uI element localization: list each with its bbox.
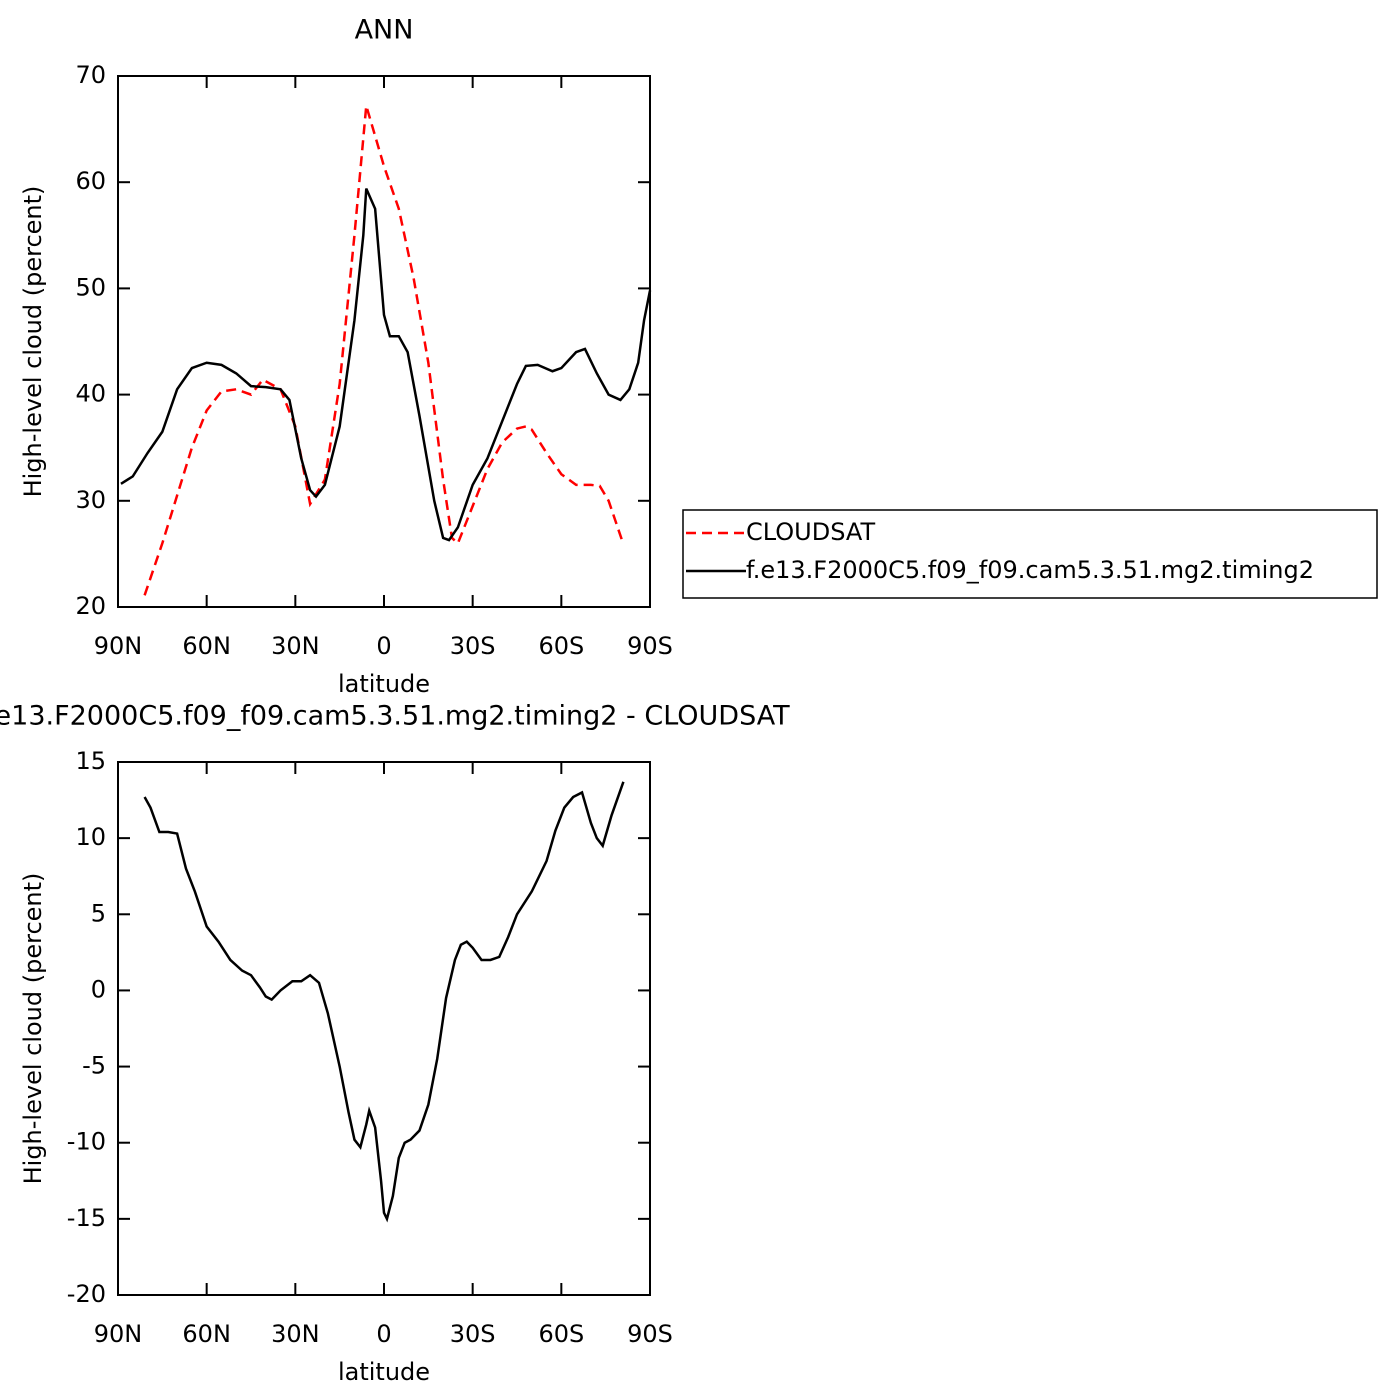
y-tick-label: 60 [75,167,106,195]
y-tick-label: 5 [91,899,106,927]
y-tick-label: 20 [75,592,106,620]
x-tick-label: 0 [376,1320,391,1348]
x-tick-label: 30S [450,632,496,660]
plot-frame [117,761,651,1296]
y-axis-label: High-level cloud (percent) [19,186,47,498]
y-tick-label: -15 [67,1204,106,1232]
y-tick-label: 10 [75,823,106,851]
y-tick-label: 70 [75,61,106,89]
data-line [143,105,625,596]
x-tick-label: 90S [627,1320,673,1348]
y-tick-label: 30 [75,486,106,514]
x-tick-label: 60S [538,632,584,660]
y-tick-label: -5 [82,1052,106,1080]
legend-label: f.e13.F2000C5.f09_f09.cam5.3.51.mg2.timi… [746,556,1314,584]
x-tick-label: 60S [538,1320,584,1348]
y-tick-label: 0 [91,975,106,1003]
x-tick-label: 30N [271,632,320,660]
data-line [120,188,652,542]
y-tick-label: -20 [67,1280,106,1308]
y-tick-label: 50 [75,273,106,301]
chart-title: f.e13.F2000C5.f09_f09.cam5.3.51.mg2.timi… [0,701,790,732]
data-line [143,781,625,1223]
x-tick-label: 90N [94,1320,143,1348]
x-tick-label: 0 [376,632,391,660]
y-tick-label: -10 [67,1128,106,1156]
x-tick-label: 30N [271,1320,320,1348]
x-tick-label: 90S [627,632,673,660]
y-tick-label: 40 [75,380,106,408]
legend-box [682,509,1378,599]
plot-frame [117,75,651,608]
x-tick-label: 60N [182,1320,231,1348]
x-tick-label: 30S [450,1320,496,1348]
chart-title: ANN [355,15,414,46]
legend-label: CLOUDSAT [746,518,875,546]
y-axis-label: High-level cloud (percent) [19,873,47,1185]
x-axis-label: latitude [338,1358,430,1386]
x-tick-label: 90N [94,632,143,660]
y-tick-label: 15 [75,747,106,775]
x-tick-label: 60N [182,632,231,660]
x-axis-label: latitude [338,670,430,698]
